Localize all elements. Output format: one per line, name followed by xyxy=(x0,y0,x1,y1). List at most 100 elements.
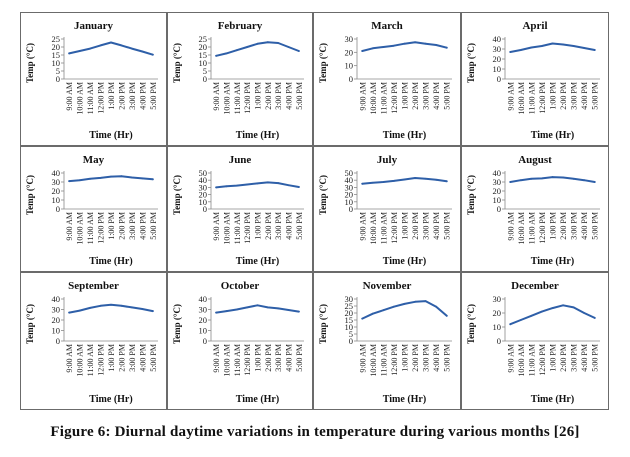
y-tick-label: 25 xyxy=(52,34,61,44)
data-point xyxy=(225,52,228,55)
y-tick-label: 40 xyxy=(52,294,61,304)
x-tick-label: 11:00 AM xyxy=(527,82,536,114)
data-point xyxy=(89,307,92,309)
data-point xyxy=(225,310,228,312)
chart-title: September xyxy=(68,280,119,292)
x-tick-label: 4:00 PM xyxy=(285,82,294,110)
data-point xyxy=(89,177,92,180)
chart-title: December xyxy=(511,280,559,292)
y-tick-label: 20 xyxy=(52,186,61,196)
x-tick-label: 10:00 AM xyxy=(517,82,526,115)
x-axis-label: Time (Hr) xyxy=(236,394,279,405)
x-tick-label: 3:00 PM xyxy=(422,344,431,372)
y-axis-label: Temp (°C) xyxy=(318,304,328,344)
data-point xyxy=(99,177,102,179)
data-point xyxy=(68,180,71,183)
y-tick-label: 30 xyxy=(345,294,354,304)
x-tick-label: 1:00 PM xyxy=(401,344,410,372)
data-point xyxy=(593,181,596,183)
x-tick-label: 1:00 PM xyxy=(254,344,263,372)
y-tick-label: 10 xyxy=(493,195,502,205)
chart-march: March 0 10 20 30 Temp (°C) 9:00 AM 10:00 AM 11:0… xyxy=(313,12,461,146)
data-point xyxy=(519,49,522,51)
y-tick-label: 10 xyxy=(52,326,61,336)
x-tick-label: 4:00 PM xyxy=(432,344,441,372)
x-tick-label: 9:00 AM xyxy=(65,212,74,241)
data-point xyxy=(266,181,269,184)
x-axis-label: Time (Hr) xyxy=(89,256,132,267)
data-point xyxy=(256,304,259,307)
x-tick-label: 11:00 AM xyxy=(379,82,388,114)
data-point xyxy=(110,175,112,178)
x-tick-label: 12:00 PM xyxy=(390,82,399,114)
y-tick-label: 10 xyxy=(199,326,208,336)
x-tick-label: 12:00 PM xyxy=(97,344,106,376)
data-point xyxy=(424,300,427,302)
x-tick-label: 1:00 PM xyxy=(401,212,410,240)
data-point xyxy=(277,182,280,184)
x-axis-label: Time (Hr) xyxy=(531,394,574,405)
y-tick-label: 10 xyxy=(493,322,502,332)
x-tick-label: 3:00 PM xyxy=(422,212,431,240)
data-point xyxy=(445,180,448,183)
x-tick-label: 9:00 AM xyxy=(212,344,221,373)
x-tick-label: 1:00 PM xyxy=(254,212,263,240)
y-tick-label: 15 xyxy=(345,315,354,325)
data-point xyxy=(297,50,300,52)
y-tick-label: 10 xyxy=(52,58,61,68)
data-point xyxy=(382,181,385,183)
data-point xyxy=(225,185,228,188)
data-point xyxy=(266,306,269,309)
data-point xyxy=(110,41,112,44)
data-point xyxy=(235,308,238,311)
y-tick-label: 10 xyxy=(52,195,61,205)
y-tick-label: 40 xyxy=(199,175,208,185)
data-point xyxy=(120,44,123,47)
data-point xyxy=(572,45,575,47)
x-tick-label: 10:00 AM xyxy=(76,212,85,245)
y-tick-label: 30 xyxy=(345,34,354,44)
y-tick-label: 40 xyxy=(345,175,354,185)
data-point xyxy=(403,303,406,305)
data-point xyxy=(246,306,249,309)
data-point xyxy=(530,314,533,317)
x-tick-label: 4:00 PM xyxy=(580,344,589,372)
x-axis-label: Time (Hr) xyxy=(531,256,574,267)
chart-title: April xyxy=(522,20,547,32)
x-tick-label: 1:00 PM xyxy=(401,82,410,110)
x-tick-label: 10:00 AM xyxy=(223,344,232,377)
y-tick-label: 30 xyxy=(493,44,502,54)
y-tick-label: 0 xyxy=(203,74,207,84)
y-axis-label: Temp (°C) xyxy=(25,304,35,344)
x-tick-label: 11:00 AM xyxy=(233,82,242,114)
x-tick-label: 12:00 PM xyxy=(390,344,399,376)
x-tick-label: 11:00 AM xyxy=(233,344,242,376)
y-tick-label: 50 xyxy=(199,168,208,178)
data-point xyxy=(371,47,374,50)
data-point xyxy=(509,51,512,53)
x-tick-label: 12:00 PM xyxy=(243,212,252,244)
data-point xyxy=(530,46,533,49)
data-point xyxy=(130,306,133,309)
data-point xyxy=(277,42,280,44)
x-tick-label: 2:00 PM xyxy=(264,344,273,372)
x-axis-label: Time (Hr) xyxy=(89,394,132,405)
data-point xyxy=(99,304,102,307)
x-tick-label: 2:00 PM xyxy=(559,82,568,110)
data-point xyxy=(361,50,364,52)
x-tick-label: 5:00 PM xyxy=(149,344,158,372)
x-tick-label: 2:00 PM xyxy=(559,212,568,240)
y-tick-label: 10 xyxy=(199,58,208,68)
x-tick-label: 11:00 AM xyxy=(379,344,388,376)
data-point xyxy=(130,176,133,179)
x-tick-label: 5:00 PM xyxy=(443,344,452,372)
x-tick-label: 4:00 PM xyxy=(580,82,589,110)
x-tick-label: 3:00 PM xyxy=(128,212,137,240)
y-tick-label: 0 xyxy=(56,204,60,214)
chart-title: May xyxy=(83,154,105,166)
chart-title: July xyxy=(377,154,398,166)
y-tick-label: 50 xyxy=(345,168,354,178)
data-point xyxy=(151,53,154,56)
